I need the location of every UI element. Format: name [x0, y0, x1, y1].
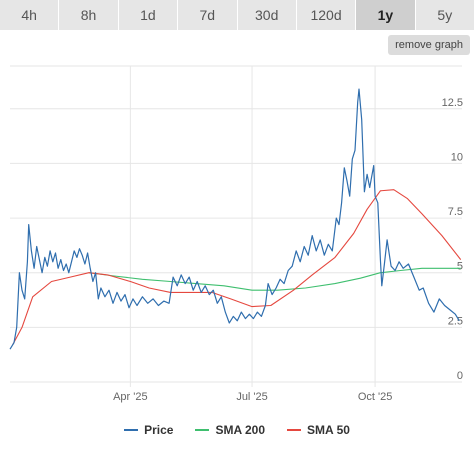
series-line-price: [9, 88, 460, 350]
tab-8h[interactable]: 8h: [59, 0, 119, 30]
legend-swatch: [195, 429, 210, 431]
y-tick-label: 0: [457, 370, 463, 382]
x-tick-label: Jul '25: [236, 391, 267, 403]
x-tick-label: Oct '25: [358, 391, 393, 403]
legend-item-price[interactable]: Price: [124, 420, 173, 440]
series-line-sma-50: [12, 189, 462, 346]
remove-graph-button[interactable]: remove graph: [388, 35, 470, 55]
y-tick-label: 5: [457, 261, 463, 273]
price-chart: Apr '25 Jul '25 Oct '25 0 2.5 5 7.5 10 12.5: [9, 65, 463, 403]
tab-30d[interactable]: 30d: [237, 0, 297, 30]
legend-label: SMA 200: [215, 423, 266, 437]
tab-1d[interactable]: 1d: [118, 0, 179, 30]
tab-7d[interactable]: 7d: [178, 0, 238, 30]
x-tick-label: Apr '25: [113, 391, 148, 403]
tab-4h[interactable]: 4h: [0, 0, 60, 30]
chart-series: [9, 88, 462, 350]
x-axis: Apr '25 Jul '25 Oct '25: [113, 391, 392, 403]
y-tick-label: 2.5: [448, 315, 463, 327]
y-axis: 0 2.5 5 7.5 10 12.5: [442, 97, 463, 382]
timeframe-tabs: 4h 8h 1d 7d 30d 120d 1y 5y: [0, 0, 474, 30]
legend-label: SMA 50: [307, 423, 350, 437]
y-tick-label: 10: [451, 151, 463, 163]
chart-legend: Price SMA 200 SMA 50: [0, 420, 474, 440]
y-tick-label: 7.5: [448, 206, 463, 218]
y-tick-label: 12.5: [442, 97, 463, 109]
chart-grid: [10, 65, 462, 387]
legend-swatch: [287, 429, 302, 431]
tab-1y[interactable]: 1y: [356, 0, 416, 30]
legend-item-sma-50[interactable]: SMA 50: [287, 420, 350, 440]
tab-5y[interactable]: 5y: [415, 0, 474, 30]
tab-120d[interactable]: 120d: [296, 0, 357, 30]
legend-label: Price: [144, 423, 174, 437]
legend-swatch: [124, 429, 139, 431]
legend-item-sma-200[interactable]: SMA 200: [195, 420, 265, 440]
